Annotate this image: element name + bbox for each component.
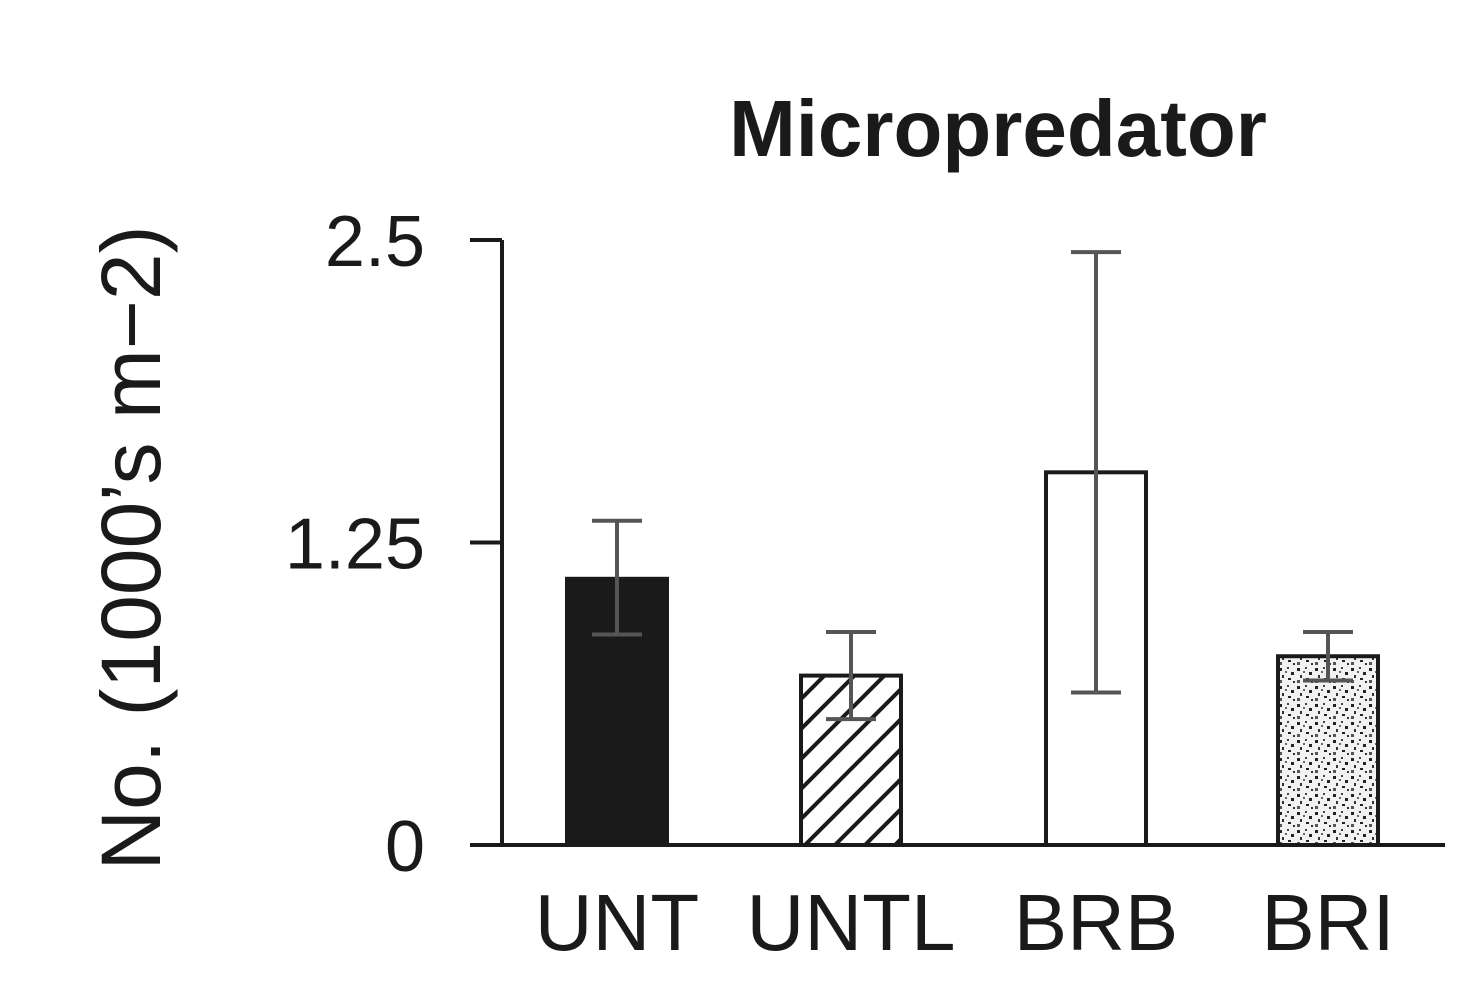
x-tick-label-brb: BRB (1014, 878, 1179, 967)
x-tick-label-bri: BRI (1261, 878, 1394, 967)
error-bar-bri (1303, 630, 1353, 683)
bar-bri (1276, 654, 1380, 847)
bars-layer (565, 470, 1380, 847)
y-tick-label-2: 2.5 (325, 202, 425, 282)
y-tick-label-1: 1.25 (285, 505, 425, 585)
error-bar-untl (826, 630, 876, 722)
y-tick-label-0: 0 (385, 807, 425, 887)
labels-layer: UNT UNTL BRB BRI 0 1.25 2.5 (285, 202, 1395, 967)
error-bars-layer (592, 250, 1353, 722)
error-bar-brb (1071, 250, 1121, 695)
y-axis-title: No. (1000’s m−2) (84, 225, 178, 870)
axes-layer (470, 238, 1445, 847)
x-tick-label-untl: UNTL (747, 878, 956, 967)
chart-title: Micropredator (729, 84, 1267, 173)
x-tick-label-unt: UNT (535, 878, 699, 967)
error-bar-unt (592, 518, 642, 637)
